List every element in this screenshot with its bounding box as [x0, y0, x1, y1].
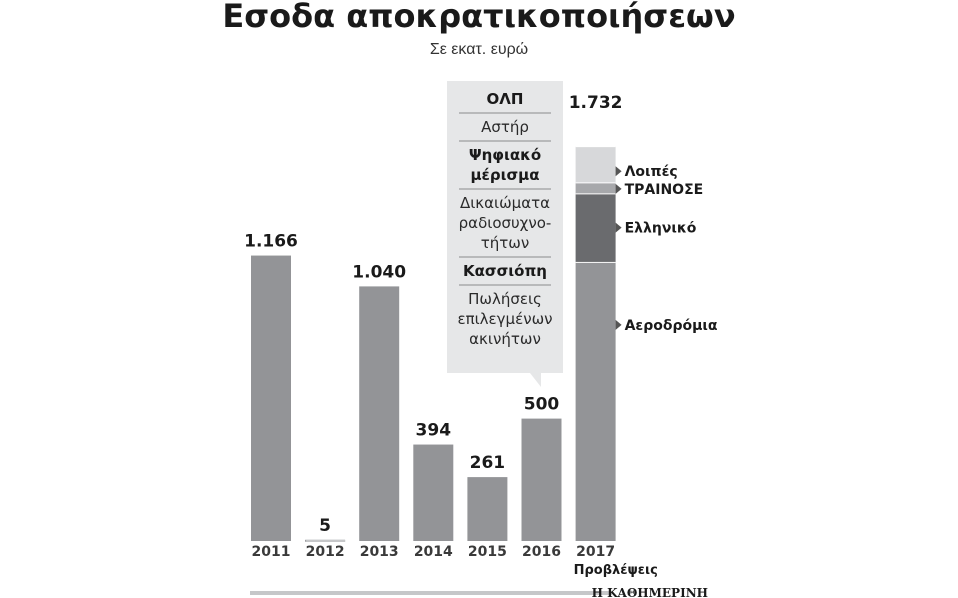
- stack-label-3: Λοιπές: [625, 164, 678, 180]
- callout-item-3: Δικαιώματα ραδιοσυχνο-τήτων: [459, 194, 552, 252]
- stack-segment-3: [575, 146, 616, 183]
- x-tick-2017: 2017: [576, 544, 615, 560]
- bar-2011: [251, 255, 291, 541]
- stack-label-0: Αεροδρόμια: [625, 318, 718, 334]
- callout-item-1: Αστήρ: [481, 118, 529, 136]
- callout-pointer: [530, 373, 541, 387]
- stack-pointer-2: [615, 183, 622, 194]
- chart-subtitle: Σε εκατ. ευρώ: [430, 41, 528, 58]
- bar-2015: [467, 477, 508, 541]
- stack-segment-0: [575, 261, 616, 541]
- stack-segment-1: [575, 193, 616, 262]
- value-labels: 1.166 5 1.040 394 261 500 1.732: [244, 93, 622, 536]
- bar-2014: [413, 444, 454, 541]
- stack-pointer-3: [615, 166, 622, 177]
- stack-segment-2: [575, 182, 616, 194]
- x-tick-2016: 2016: [522, 544, 561, 560]
- callout-item-5: Πωλήσεις επιλεγμένων ακινήτων: [457, 290, 552, 348]
- bars: [251, 255, 562, 542]
- value-label-2017: 1.732: [569, 93, 623, 113]
- x-tick-2013: 2013: [360, 544, 399, 560]
- callout-box: [447, 81, 563, 373]
- x-tick-2014: 2014: [414, 544, 453, 560]
- value-label-2015: 261: [470, 453, 506, 473]
- x-tick-2011: 2011: [252, 544, 291, 560]
- stack-pointer-1: [615, 222, 622, 233]
- callout-item-0: ΟΛΠ: [487, 90, 524, 108]
- value-label-2013: 1.040: [352, 262, 406, 282]
- stack-label-2: ΤΡΑΙΝΟΣΕ: [625, 182, 704, 198]
- stack-pointer-0: [615, 319, 622, 330]
- x-axis-labels: 2011 2012 2013 2014 2015 2016 2017 Προβλέψεις: [252, 544, 658, 578]
- bar-2016: [521, 418, 562, 541]
- chart-title: Εσοδα αποκρατικοποιήσεων: [222, 0, 735, 35]
- x-tick-2015: 2015: [468, 544, 507, 560]
- stacked-bar-2017: Αεροδρόμια Ελληνικό ΤΡΑΙΝΟΣΕ Λοιπές: [575, 145, 718, 541]
- callout-item-2: Ψηφιακό μέρισμα: [469, 146, 541, 184]
- value-label-2016: 500: [524, 395, 560, 415]
- source-credit: Η ΚΑΘΗΜΕΡΙΝΗ: [592, 586, 708, 598]
- value-label-2012: 5: [319, 516, 331, 536]
- category-note: Προβλέψεις: [574, 563, 658, 578]
- bar-2013: [359, 286, 400, 541]
- callout-item-4: Κασσιόπη: [463, 262, 547, 280]
- value-label-2014: 394: [416, 421, 452, 441]
- value-label-2011: 1.166: [244, 232, 298, 252]
- stack-label-1: Ελληνικό: [625, 221, 697, 237]
- x-tick-2012: 2012: [306, 544, 345, 560]
- callout-2016: ΟΛΠ Αστήρ Ψηφιακό μέρισμα Δικαιώματα ραδιοσυχ…: [447, 81, 563, 387]
